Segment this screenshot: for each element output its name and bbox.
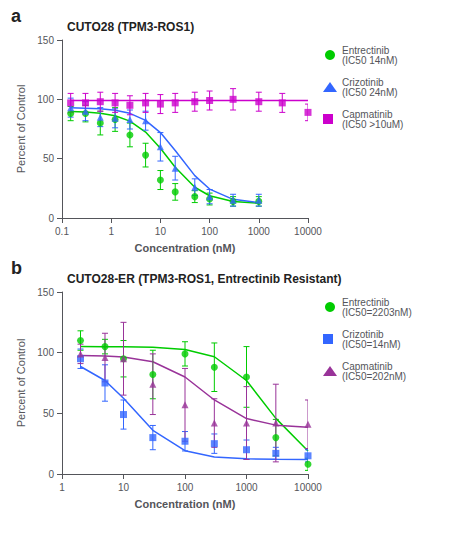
svg-text:(IC50=2203nM): (IC50=2203nM) xyxy=(342,307,412,318)
svg-text:(IC50=14nM): (IC50=14nM) xyxy=(342,339,401,350)
svg-text:Capmatinib: Capmatinib xyxy=(342,108,393,120)
svg-text:Entrectinib: Entrectinib xyxy=(342,44,390,56)
svg-text:Concentration (nM): Concentration (nM) xyxy=(135,498,236,510)
svg-text:100: 100 xyxy=(177,482,194,493)
svg-text:100: 100 xyxy=(37,94,54,105)
svg-text:1000: 1000 xyxy=(235,482,258,493)
svg-text:Percent of Control: Percent of Control xyxy=(15,85,27,174)
svg-text:Concentration (nM): Concentration (nM) xyxy=(135,242,236,254)
svg-text:(IC50 24nM): (IC50 24nM) xyxy=(342,87,398,98)
svg-text:150: 150 xyxy=(37,287,54,298)
svg-text:Crizotinib: Crizotinib xyxy=(342,76,384,88)
svg-text:b: b xyxy=(11,258,22,278)
svg-text:(IC50=202nM): (IC50=202nM) xyxy=(342,371,406,382)
svg-text:Entrectinib: Entrectinib xyxy=(342,296,390,308)
svg-text:10: 10 xyxy=(155,226,167,237)
svg-text:Percent of Control: Percent of Control xyxy=(15,339,27,428)
svg-text:a: a xyxy=(11,6,22,26)
svg-text:1: 1 xyxy=(108,226,114,237)
svg-text:CUTO28-ER (TPM3-ROS1, Entrecti: CUTO28-ER (TPM3-ROS1, Entrectinib Resist… xyxy=(67,272,342,286)
svg-text:100: 100 xyxy=(201,226,218,237)
svg-text:50: 50 xyxy=(43,153,55,164)
svg-text:(IC50 >10uM): (IC50 >10uM) xyxy=(342,119,403,130)
svg-text:10000: 10000 xyxy=(294,482,322,493)
svg-text:0: 0 xyxy=(48,469,54,480)
svg-text:CUTO28 (TPM3-ROS1): CUTO28 (TPM3-ROS1) xyxy=(67,20,194,34)
svg-text:0.1: 0.1 xyxy=(55,226,69,237)
svg-text:150: 150 xyxy=(37,35,54,46)
svg-text:1: 1 xyxy=(59,482,65,493)
svg-text:Crizotinib: Crizotinib xyxy=(342,328,384,340)
svg-text:0: 0 xyxy=(48,213,54,224)
svg-text:Capmatinib: Capmatinib xyxy=(342,360,393,372)
svg-text:1000: 1000 xyxy=(248,226,271,237)
svg-text:10000: 10000 xyxy=(294,226,322,237)
svg-text:50: 50 xyxy=(43,408,55,419)
svg-text:100: 100 xyxy=(37,347,54,358)
svg-text:(IC50 14nM): (IC50 14nM) xyxy=(342,55,398,66)
svg-text:10: 10 xyxy=(118,482,130,493)
